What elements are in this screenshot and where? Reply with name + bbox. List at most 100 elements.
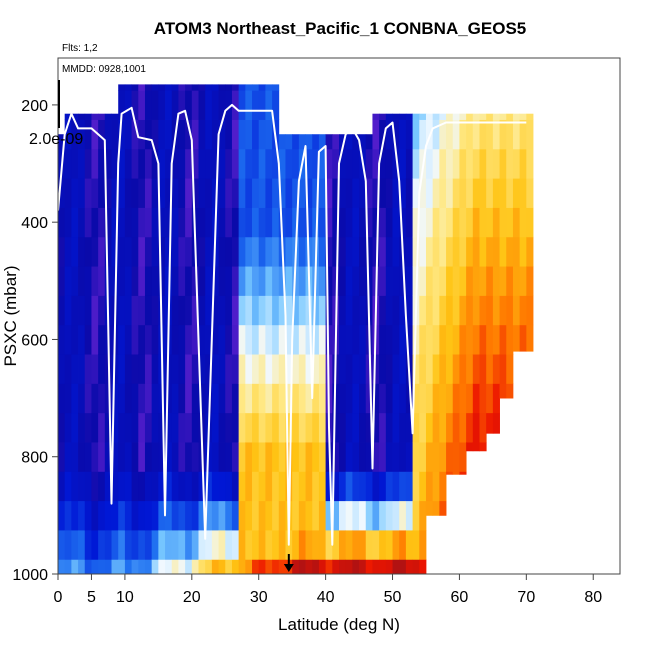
heatmap-cell [292, 412, 300, 443]
heatmap-cell [252, 148, 260, 179]
heatmap-cell [492, 113, 500, 120]
heatmap-cell [218, 178, 226, 208]
heatmap-cell [238, 412, 246, 443]
heatmap-cell [258, 178, 266, 208]
heatmap-cell [385, 383, 393, 414]
heatmap-cell [339, 324, 347, 355]
heatmap-cell [252, 207, 260, 238]
heatmap-cell [472, 178, 480, 208]
heatmap-cell [98, 559, 106, 575]
heatmap-cell [225, 354, 233, 384]
heatmap-cell [151, 236, 159, 267]
heatmap-cell [372, 236, 380, 267]
heatmap-cell [191, 442, 199, 472]
heatmap-cell [111, 442, 119, 472]
heatmap-cell [138, 324, 146, 355]
heatmap-cell [58, 471, 66, 502]
heatmap-cell [332, 207, 340, 238]
heatmap-cell [78, 471, 86, 502]
heatmap-cell [419, 530, 427, 560]
heatmap-cell [165, 471, 173, 502]
heatmap-cell [58, 354, 66, 384]
heatmap-cell [245, 148, 253, 179]
heatmap-cell [258, 266, 266, 296]
heatmap-cell [392, 500, 400, 531]
heatmap-cell [252, 236, 260, 267]
heatmap-cell [379, 236, 387, 267]
heatmap-cell [506, 178, 514, 208]
heatmap-cell [419, 178, 427, 208]
heatmap-cell [526, 295, 534, 326]
heatmap-cell [339, 500, 347, 531]
heatmap-cell [265, 266, 273, 296]
heatmap-cell [158, 442, 166, 472]
heatmap-cell [225, 119, 233, 150]
heatmap-cell [479, 266, 487, 296]
heatmap-cell [432, 412, 440, 443]
heatmap-cell [231, 530, 240, 560]
heatmap-cell [452, 354, 460, 384]
heatmap-cell [58, 134, 66, 150]
heatmap-cell [205, 295, 213, 326]
heatmap-cell [512, 236, 521, 267]
heatmap-cell [506, 324, 514, 355]
heatmap-cell [151, 207, 159, 238]
heatmap-cell [84, 266, 92, 296]
heatmap-cell [185, 178, 193, 208]
heatmap-cell [459, 236, 467, 267]
heatmap-cell [218, 90, 226, 120]
heatmap-cell [479, 324, 487, 355]
heatmap-cell [138, 471, 146, 502]
heatmap-cell [84, 324, 92, 355]
heatmap-cell [452, 295, 460, 326]
heatmap-cell [185, 90, 193, 120]
heatmap-cell [399, 148, 407, 179]
heatmap-cell [439, 266, 447, 296]
heatmap-cell [439, 471, 447, 502]
heatmap-cell [272, 530, 280, 560]
heatmap-cell [412, 559, 420, 575]
heatmap-cell [191, 324, 199, 355]
heatmap-cell [78, 148, 86, 179]
heatmap-cell [412, 207, 420, 238]
heatmap-cell [439, 412, 447, 443]
heatmap-cell [285, 295, 293, 326]
heatmap-cell [379, 113, 387, 120]
heatmap-cell [252, 442, 260, 472]
y-tick-label: 200 [21, 98, 48, 115]
heatmap-cell [144, 84, 153, 91]
heatmap-cell [392, 559, 400, 575]
heatmap-cell [399, 412, 407, 443]
heatmap-cell [312, 530, 320, 560]
heatmap-cell [198, 266, 206, 296]
heatmap-cell [425, 442, 434, 472]
heatmap-cell [124, 295, 132, 326]
heatmap-cell [425, 383, 434, 414]
heatmap-cell [325, 236, 333, 267]
heatmap-cell [98, 236, 106, 267]
x-tick-label: 10 [116, 589, 134, 606]
heatmap-cell [118, 119, 126, 150]
heatmap-cell [171, 383, 179, 414]
heatmap-cell [352, 295, 360, 326]
heatmap-cell [446, 207, 454, 238]
heatmap-cell [452, 178, 460, 208]
heatmap-cell [512, 295, 521, 326]
heatmap-cell [171, 471, 179, 502]
heatmap-cell [118, 500, 126, 531]
heatmap-cell [78, 530, 86, 560]
heatmap-cell [191, 295, 199, 326]
heatmap-cell [405, 500, 413, 531]
heatmap-cell [499, 383, 507, 399]
x-tick-label: 40 [317, 589, 335, 606]
heatmap-cell [292, 295, 300, 326]
heatmap-cell [245, 530, 253, 560]
heatmap-cell [144, 471, 153, 502]
heatmap-cell [492, 295, 500, 326]
heatmap-cell [512, 113, 521, 120]
heatmap-cell [185, 559, 193, 575]
heatmap-cell [265, 530, 273, 560]
heatmap-cell [425, 178, 434, 208]
heatmap-cell [318, 412, 327, 443]
heatmap-cell [131, 236, 139, 267]
